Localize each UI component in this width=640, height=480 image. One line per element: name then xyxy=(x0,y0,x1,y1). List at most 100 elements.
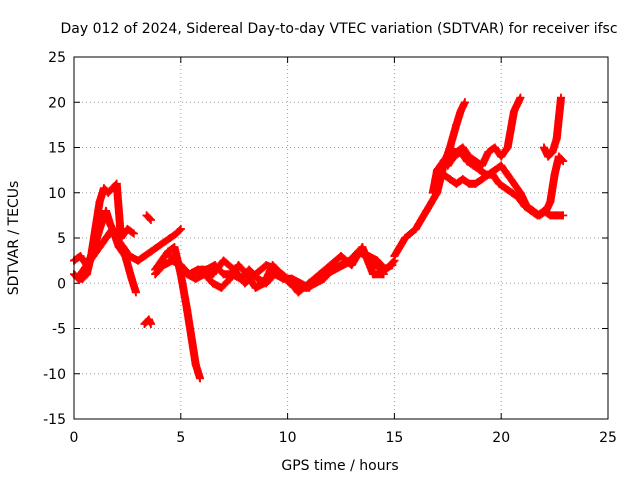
chart-title: Day 012 of 2024, Sidereal Day-to-day VTE… xyxy=(60,21,617,37)
data-point xyxy=(456,107,465,116)
data-point xyxy=(174,261,183,270)
y-tick-label: 10 xyxy=(48,186,66,202)
y-tick-label: -10 xyxy=(43,367,66,383)
y-tick-label: 20 xyxy=(48,95,66,111)
series-track-e xyxy=(142,211,155,224)
data-point xyxy=(439,157,448,166)
data-point xyxy=(95,243,104,252)
series-markers xyxy=(140,315,155,328)
data-point xyxy=(78,274,87,283)
y-axis-label: SDTVAR / TECUs xyxy=(6,181,22,296)
data-point xyxy=(315,270,324,279)
data-point xyxy=(260,279,269,288)
data-point xyxy=(234,261,243,270)
data-point xyxy=(401,234,410,242)
data-point xyxy=(439,170,448,179)
y-tick-label: 0 xyxy=(57,276,66,292)
data-point xyxy=(390,252,399,261)
data-point xyxy=(198,265,207,274)
x-tick-label: 15 xyxy=(385,430,403,446)
data-point xyxy=(337,252,345,261)
data-point xyxy=(217,283,226,292)
data-point xyxy=(522,202,531,211)
x-tick-labels: 0 5 10 15 20 25 xyxy=(70,430,617,446)
data-point xyxy=(369,270,378,279)
data-point xyxy=(463,157,472,166)
data-point xyxy=(471,179,480,188)
y-tick-label: -15 xyxy=(43,412,66,428)
data-point xyxy=(106,220,115,229)
data-point xyxy=(140,252,149,261)
data-point xyxy=(153,243,162,252)
data-point xyxy=(114,243,123,252)
y-tick-label: 25 xyxy=(48,50,66,66)
data-point xyxy=(550,170,559,179)
data-point xyxy=(516,93,525,102)
data-point xyxy=(146,247,155,256)
data-point xyxy=(131,288,140,297)
x-axis-label: GPS time / hours xyxy=(281,458,398,474)
data-point xyxy=(503,143,512,152)
series-markers xyxy=(142,211,155,224)
data-point xyxy=(112,179,121,188)
data-point xyxy=(225,274,234,283)
data-point xyxy=(475,166,484,175)
data-point xyxy=(183,270,192,279)
data-point xyxy=(144,315,153,324)
data-point xyxy=(191,360,200,369)
data-point xyxy=(337,261,345,270)
data-point xyxy=(240,279,249,288)
y-tick-labels: -15 -10 -5 0 5 10 15 20 25 xyxy=(43,50,66,428)
data-point xyxy=(121,252,130,261)
series-track-m xyxy=(439,152,568,220)
data-point xyxy=(452,120,461,129)
data-point xyxy=(542,206,551,215)
data-point xyxy=(82,261,91,270)
x-tick-label: 5 xyxy=(176,430,185,446)
data-point xyxy=(95,197,104,206)
data-point xyxy=(469,161,478,170)
y-tick-label: -5 xyxy=(52,322,66,338)
plot-frame xyxy=(73,56,609,420)
data-point xyxy=(490,143,499,152)
data-point xyxy=(151,270,160,279)
data-point xyxy=(319,274,328,283)
data-point xyxy=(304,279,313,288)
data-point xyxy=(108,224,117,233)
y-tick-label: 15 xyxy=(48,141,66,157)
data-point xyxy=(127,274,136,283)
data-point xyxy=(170,243,179,252)
data-point xyxy=(484,170,493,179)
data-point xyxy=(166,234,175,242)
data-point xyxy=(452,179,461,188)
series-track-d xyxy=(140,315,155,328)
data-point xyxy=(554,152,563,161)
data-point xyxy=(388,261,397,270)
series-track-n xyxy=(539,93,566,161)
data-point xyxy=(191,274,200,283)
data-point xyxy=(497,161,506,170)
series-track-i xyxy=(198,243,388,297)
x-tick-label: 0 xyxy=(70,430,79,446)
data-point xyxy=(159,261,168,270)
data-point xyxy=(134,256,143,265)
data-point xyxy=(76,270,85,279)
series-track-c xyxy=(76,224,140,297)
data-point xyxy=(262,261,271,270)
data-point xyxy=(176,224,185,233)
data-point xyxy=(546,197,555,206)
data-point xyxy=(219,256,228,265)
data-point xyxy=(102,206,111,215)
x-tick-label: 20 xyxy=(492,430,510,446)
data-point xyxy=(497,152,506,161)
data-point xyxy=(443,161,452,170)
data-point xyxy=(146,319,155,328)
series-track-h xyxy=(166,247,397,292)
data-point xyxy=(283,274,292,283)
data-point xyxy=(510,179,519,188)
data-point xyxy=(445,175,454,184)
data-point xyxy=(535,211,544,220)
data-point xyxy=(484,148,493,157)
data-point xyxy=(428,188,437,197)
data-point xyxy=(501,184,510,193)
